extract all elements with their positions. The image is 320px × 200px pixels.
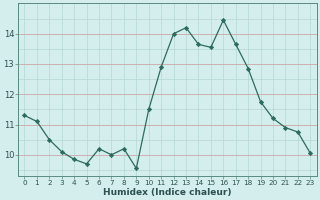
X-axis label: Humidex (Indice chaleur): Humidex (Indice chaleur) [103,188,232,197]
